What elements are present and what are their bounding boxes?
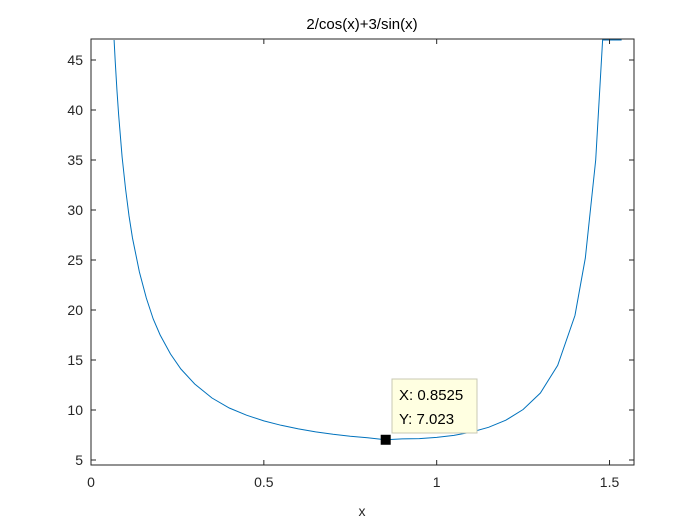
x-tick-label-1: 0.5: [254, 474, 274, 490]
plot-area[interactable]: [91, 39, 634, 465]
datatip-marker[interactable]: [380, 434, 391, 445]
y-tick-label-6: 35: [67, 152, 83, 168]
y-tick-label-4: 25: [67, 252, 83, 268]
chart-title: 2/cos(x)+3/sin(x): [306, 16, 417, 33]
series-line-0[interactable]: [113, 39, 622, 441]
tick-layer: 0 0.5 1 1.5 5 10 15 20 25 30 35 40 45: [67, 39, 634, 490]
x-tick-label-2: 1: [433, 474, 441, 490]
x-tick-label-3: 1.5: [600, 474, 620, 490]
y-tick-label-0: 5: [75, 452, 83, 468]
datatip-y-label: Y: 7.023: [399, 411, 454, 428]
y-tick-label-2: 15: [67, 352, 83, 368]
curve-layer: [113, 39, 622, 441]
x-axis-label: x: [359, 503, 366, 519]
y-tick-label-7: 40: [67, 102, 83, 118]
y-tick-label-8: 45: [67, 52, 83, 68]
datatip-x-label: X: 0.8525: [399, 387, 463, 404]
y-tick-label-5: 30: [67, 202, 83, 218]
datatip-box: [391, 378, 478, 434]
datatip[interactable]: X: 0.8525 Y: 7.023: [380, 378, 478, 445]
y-tick-label-1: 10: [67, 402, 83, 418]
y-tick-label-3: 20: [67, 302, 83, 318]
x-tick-label-0: 0: [87, 474, 95, 490]
axes-box: [90, 38, 635, 466]
